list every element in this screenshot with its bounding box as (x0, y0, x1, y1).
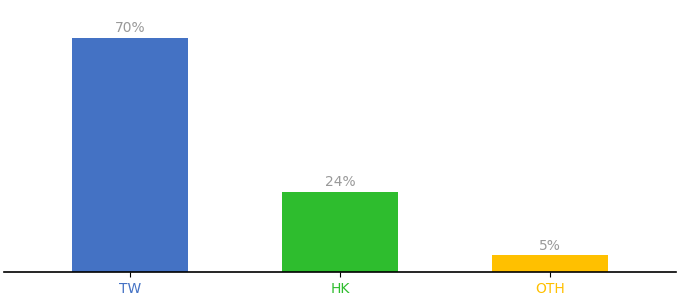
Text: 24%: 24% (324, 175, 356, 189)
Bar (282, 192, 398, 272)
Text: 5%: 5% (539, 239, 561, 253)
Bar (492, 255, 608, 272)
Text: 70%: 70% (115, 21, 146, 35)
Bar (72, 38, 188, 272)
